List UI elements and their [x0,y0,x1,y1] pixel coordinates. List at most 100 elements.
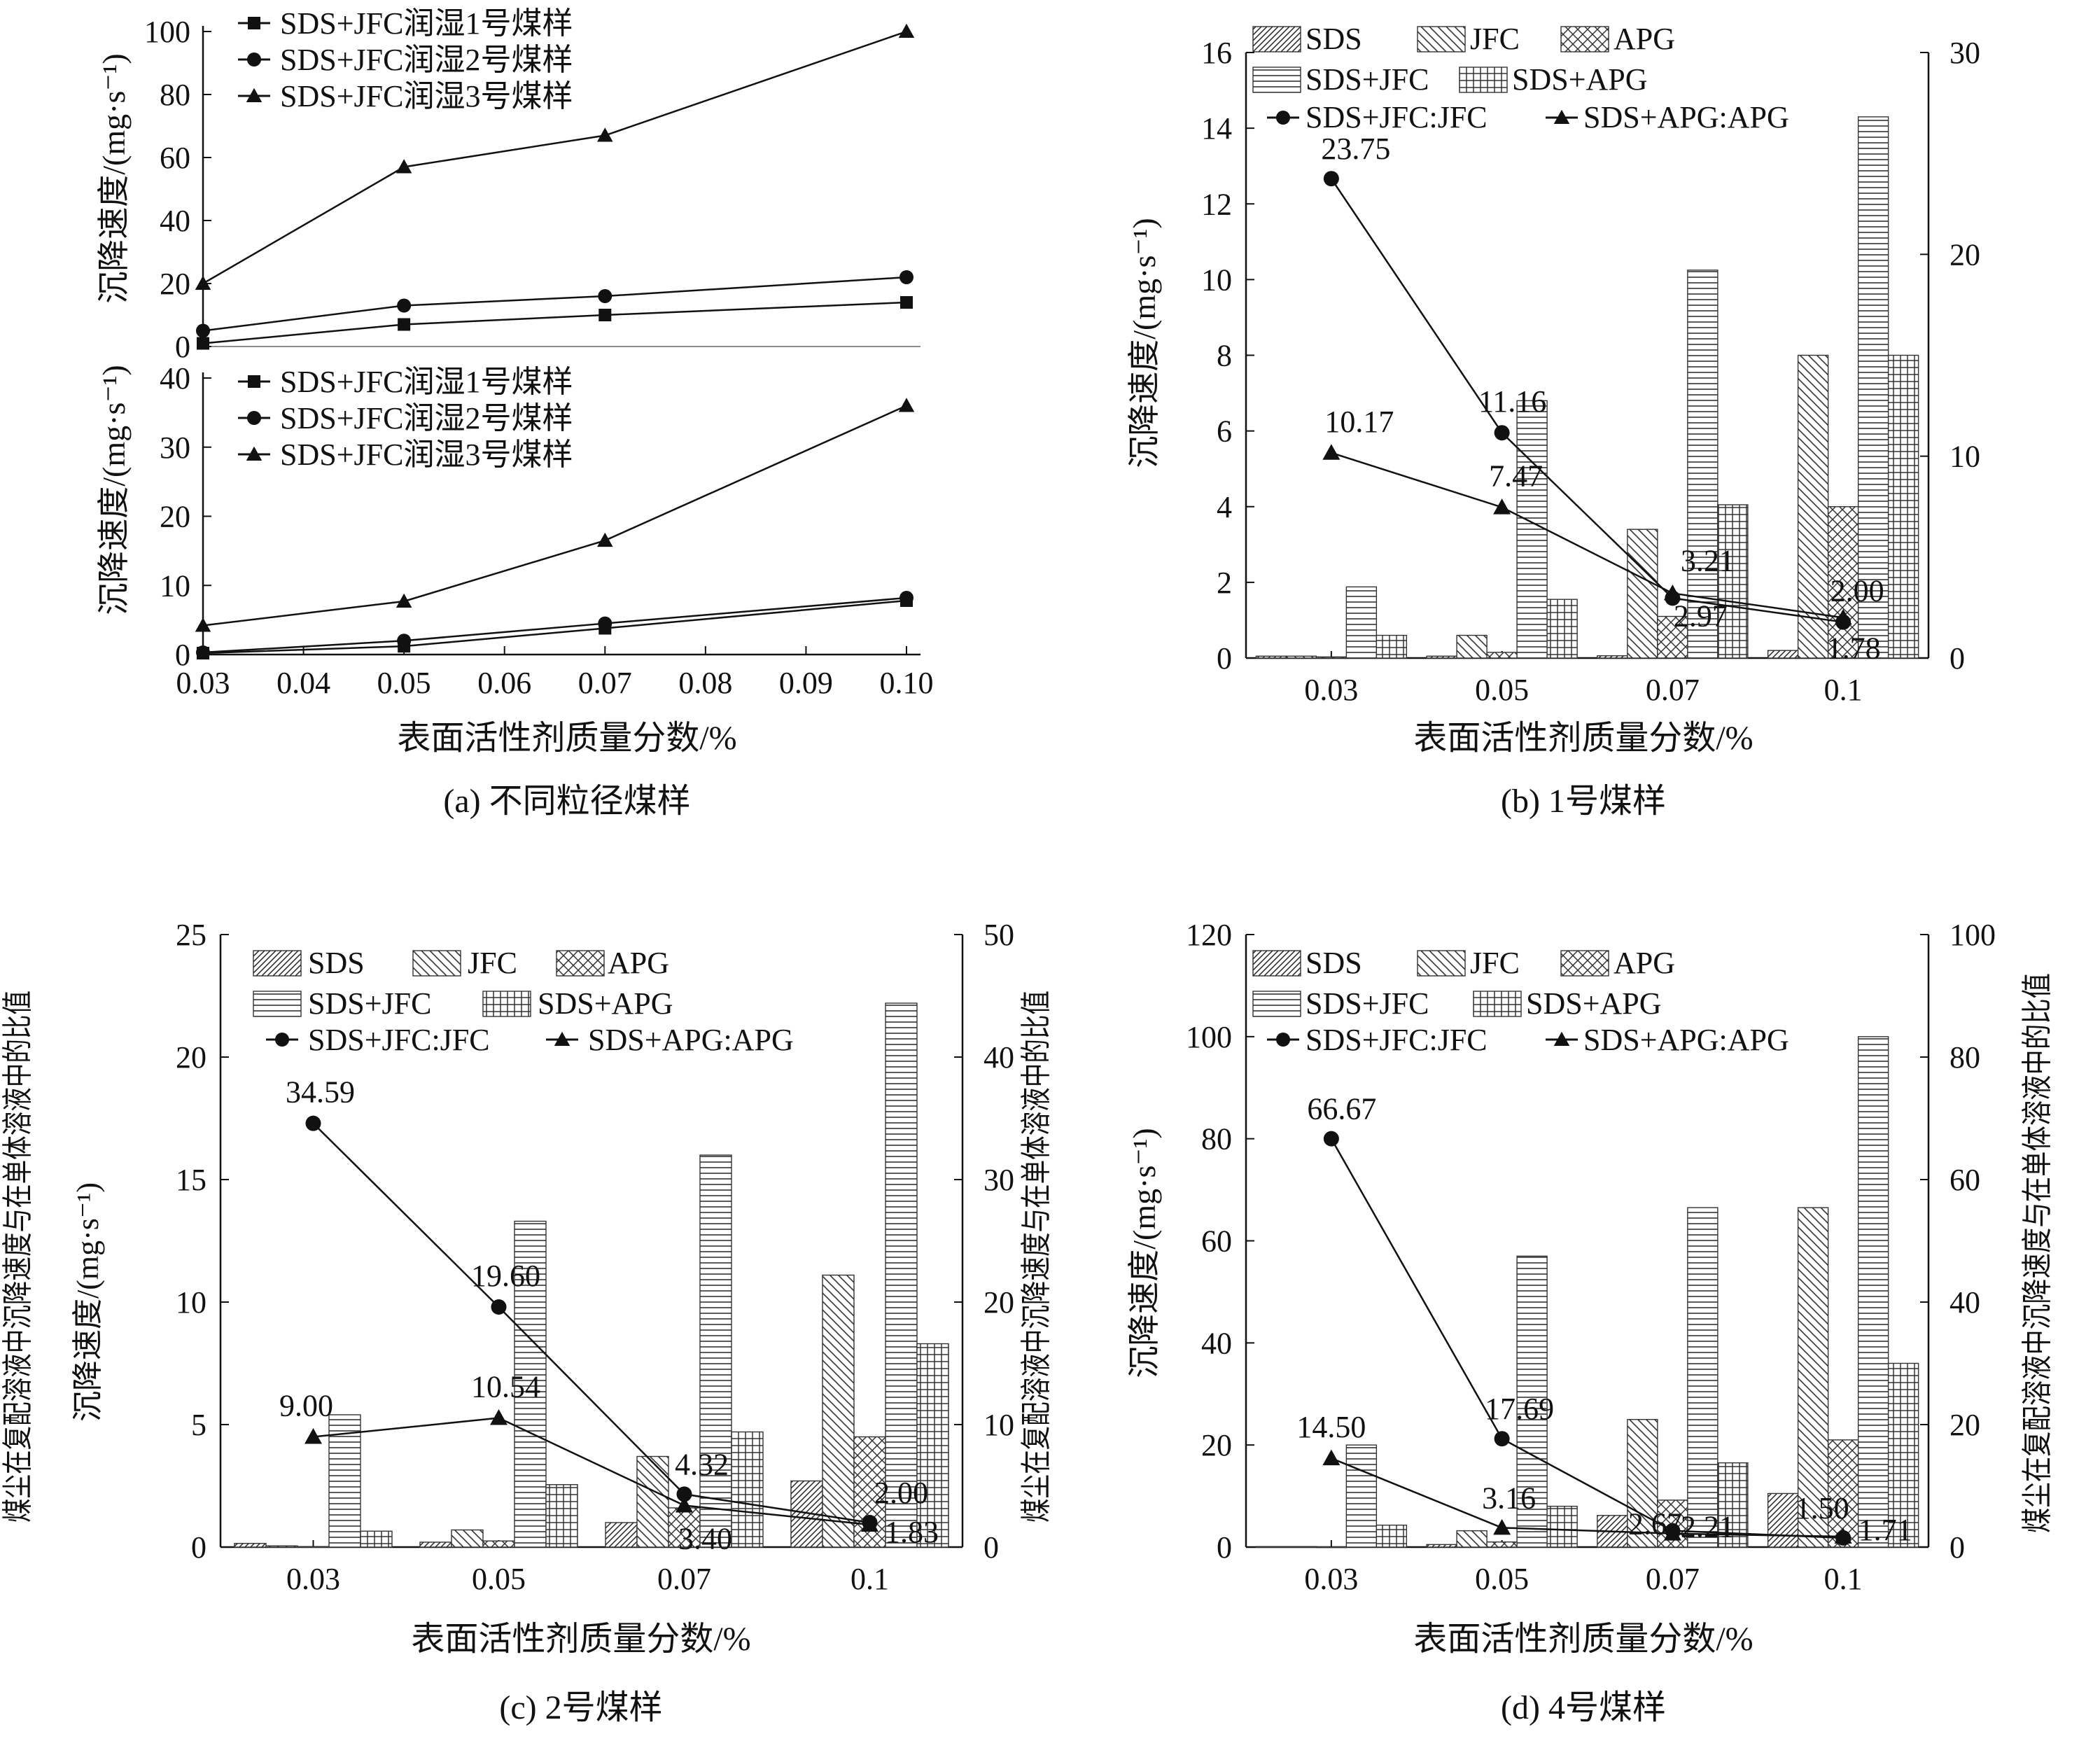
panel-c-bar-1-3 [822,1274,855,1548]
panel-d-caption: (d) 4号煤样 [1501,1689,1666,1726]
panel-b-ytick-label-6: 6 [1217,414,1232,449]
panel-a-1-series-2-point-3 [898,398,915,412]
panel-c-ytick-label-20: 20 [176,1040,206,1075]
panel-c-ytick-label-5: 5 [191,1408,206,1442]
panel-c-bar-0-2 [605,1522,638,1548]
panel-c-xtick-label-3: 0.1 [850,1562,889,1596]
panel-a-top-legend-3: SDS+JFC润湿3号煤样 [280,79,573,113]
panel-d-ratio-point-1-3 [1834,1527,1852,1544]
panel-c-bar-2-0 [297,1546,330,1548]
panel-c-legend-line-1-marker [554,1031,570,1046]
panel-d-ratio-label-1-0: 14.50 [1296,1410,1366,1444]
panel-a-0-series-1-line [202,276,907,332]
panel-c-ratio-point-0-0 [305,1115,321,1131]
panel-b-y2tick-label-20: 20 [1949,237,1980,272]
panel-c-marks: 0 5 10 15 20 25 0 10 20 30 40 50 0.03 0.05 0.07 0.1 34.5… [176,918,1014,1596]
panel-b-bar-2-3 [1827,506,1859,659]
panel-b-legend-swatch-1 [1417,26,1466,53]
panel-b-ratio-point-1-2 [1663,584,1681,601]
panel-d-ylabel: 沉降速度/(mg·s⁻¹) [1126,1128,1162,1378]
panel-c-ratio-label-0-0: 34.59 [286,1075,355,1110]
panel-b-y2tick-label-30: 30 [1949,36,1980,70]
panel-d-ratio-label-0-3: 1.50 [1795,1491,1849,1525]
panel-b-bar-0-2 [1597,655,1628,659]
panel-c-xtick-label-2: 0.07 [657,1562,711,1596]
panel-c-ratio-point-1-3 [861,1516,878,1532]
panel-c-legend-sdsapg: SDS+APG [538,986,673,1021]
panel-a-0-series-1-point-2 [598,289,612,303]
panel-a-xtick-label-0.06: 0.06 [477,666,531,700]
panel-d-bar-0-1 [1426,1544,1457,1548]
panel-b-ytick-label-16: 16 [1201,36,1232,70]
panel-a-xtick-label-0.03: 0.03 [176,666,230,700]
panel-c-legend-jfc: JFC [468,946,517,980]
panel-c-ratio-label-1-3: 1.83 [885,1515,939,1549]
panel-b-legend-jfc: JFC [1470,22,1520,56]
panel-a-0-legend-sample-2-marker [246,88,262,102]
panel-a-1-series-2-point-0 [195,617,211,632]
panel-c-ytick-label-0: 0 [191,1530,206,1565]
panel-b-legend-swatch-2 [1560,26,1609,53]
panel-b-bar-4-2 [1717,504,1749,659]
panel-c-bar-2-2 [668,1507,701,1548]
panel-c-y2tick-label-30: 30 [983,1163,1014,1197]
panel-a-0-legend-sample-0-marker [248,17,260,29]
panel-c-left-ratio-label: 煤尘在复配溶液中沉降速度与在单体溶液中的比值 [1,991,35,1523]
panel-a-xtick-label-0.10: 0.10 [880,666,934,700]
panel-d-y2tick-label-20: 20 [1949,1408,1980,1442]
panel-c-y2tick-label-20: 20 [983,1285,1014,1320]
panel-b-legend-line-0-marker [1276,111,1290,125]
panel-d-ratio-label-0-1: 17.69 [1485,1392,1554,1426]
panel-c-ytick-label-15: 15 [176,1163,206,1197]
panel-a-1-legend-sample-0-marker [248,375,260,388]
panel-d-legend-swatch-4 [1473,991,1522,1017]
panel-d-ytick-label-40: 40 [1201,1326,1232,1360]
panel-d-y2label: 煤尘在复配溶液中沉降速度与在单体溶液中的比值 [2020,973,2054,1533]
panel-d-bar-1-1 [1456,1530,1488,1548]
panel-a-marks: 0 20 40 60 80 100 0 10 20 30 40 0.03 0.04 0.05 0.06 0.0… [144,15,934,700]
panel-c-y2tick-label-40: 40 [983,1040,1014,1075]
panel-d-ratio-point-0-0 [1323,1131,1339,1147]
panel-c-ratio-label-1-1: 10.54 [471,1370,540,1404]
panel-d-bar-4-0 [1376,1524,1408,1548]
panel-b-legend-line-1-marker [1553,109,1570,124]
panel-b-y2tick-label-10: 10 [1949,440,1980,474]
panel-b-ratio-line-1 [1331,452,1844,619]
panel-a-1-series-1-point-2 [598,616,612,631]
panel-b-ratio-label-0-0: 23.75 [1321,132,1390,166]
panel-d-ratio-label-1-2: 2.21 [1681,1510,1735,1544]
panel-b-y2tick-label-0: 0 [1949,641,1965,676]
panel-c-ytick-label-10: 10 [176,1285,206,1320]
panel-c-bar-0-0 [234,1543,267,1548]
panel-d-ytick-label-0: 0 [1217,1530,1232,1565]
panel-a-1-series-1-point-3 [899,591,913,606]
panel-b-xlabel: 表面活性剂质量分数/% [1413,720,1753,757]
panel-a-1-ytick-label-0: 0 [175,638,190,672]
panel-c-ratio-line-0 [312,1122,870,1524]
panel-a-0-series-2-point-2 [597,127,613,142]
panel-b-ylabel: 沉降速度/(mg·s⁻¹) [1126,218,1162,468]
panel-a-1-series-1-line [202,596,907,654]
panel-b-ratio-label-1-1: 7.47 [1489,459,1543,494]
panel-b-bar-4-0 [1376,634,1408,659]
panel-c-bar-4-0 [360,1530,393,1548]
panel-b-ratio-line-0 [1330,178,1844,623]
panel-a-1-ytick-label-30: 30 [160,431,190,465]
panel-c-bar-2-1 [482,1540,515,1548]
panel-a-0-series-0-point-2 [598,309,612,321]
panel-a-caption: (a) 不同粒径煤样 [443,783,690,820]
panel-d-bar-2-1 [1486,1541,1518,1548]
panel-d-y2tick-label-100: 100 [1949,918,1996,952]
panel-a-0-ytick-label-100: 100 [144,15,190,49]
panel-d-legend-ratio-apg: SDS+APG:APG [1583,1023,1789,1057]
panel-b-bar-1-2 [1627,529,1658,659]
panel-a-0-series-2-point-3 [898,23,915,38]
panel-c-bar-0-1 [419,1541,452,1548]
panel-c-bar-3-1 [514,1220,547,1548]
panel-c-xtick-label-0: 0.03 [286,1562,340,1596]
panel-d-y2tick-label-60: 60 [1949,1163,1980,1197]
panel-a-0-legend-sample-1-marker [247,53,261,67]
panel-c-caption: (c) 2号煤样 [499,1689,662,1726]
panel-a-1-legend-sample-2-marker [246,446,262,461]
